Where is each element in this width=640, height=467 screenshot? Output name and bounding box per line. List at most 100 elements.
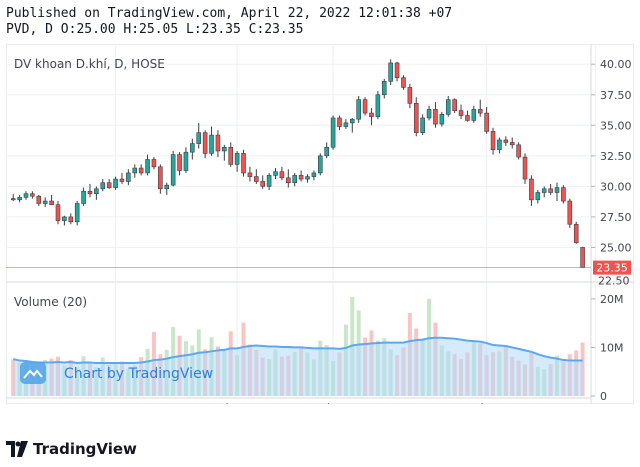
price-tick-label: 27.50 — [600, 211, 632, 224]
candle-body — [567, 200, 573, 225]
candle-body — [113, 178, 118, 188]
candle-body — [413, 103, 419, 133]
tradingview-logo[interactable]: TradingView — [6, 438, 137, 460]
candle-body — [234, 153, 240, 165]
candle-body — [433, 109, 438, 125]
candle-body — [439, 114, 445, 125]
candle-body — [452, 99, 457, 111]
candle-body — [407, 87, 413, 104]
price-pane — [10, 59, 585, 268]
last-price-tag: 23.35 22.50 — [593, 260, 631, 288]
candle-body — [529, 178, 534, 201]
candle-body — [164, 184, 170, 190]
watermark: Chart by TradingView — [20, 362, 213, 384]
candle-body — [286, 177, 291, 184]
candle-body — [190, 143, 195, 153]
price-tick-label: 35.00 — [600, 119, 632, 132]
partial-tick-label: 22.50 — [598, 275, 630, 288]
candle-body — [561, 187, 566, 202]
time-tick-label: 21 — [588, 402, 602, 404]
published-info: Published on TradingView.com, April 22, … — [6, 6, 453, 21]
time-tick-label: Tháng 3 — [310, 402, 356, 404]
candle-body — [151, 159, 157, 168]
time-tick-label: 2022 — [100, 402, 131, 404]
candle-body — [458, 110, 464, 116]
candle-body — [81, 190, 86, 204]
candle-body — [106, 182, 112, 188]
candle-body — [337, 117, 342, 127]
candle-body — [318, 155, 323, 174]
tradingview-logo-icon — [6, 441, 28, 457]
candle-body — [138, 167, 144, 174]
candle-body — [55, 204, 61, 221]
time-tick-label: Tháng Hai — [208, 402, 265, 404]
candle-body — [484, 112, 489, 132]
candle-body — [279, 171, 285, 179]
candle-body — [170, 154, 176, 186]
candle-body — [477, 109, 483, 114]
candle-body — [36, 195, 42, 204]
candle-body — [10, 198, 16, 201]
candle-body — [516, 144, 521, 158]
watermark-text: Chart by TradingView — [64, 366, 213, 382]
volume-pane — [11, 296, 585, 396]
price-tick-label: 37.50 — [600, 89, 632, 102]
candle-body — [62, 216, 67, 221]
candle-body — [145, 159, 150, 174]
candle-body — [23, 193, 29, 198]
candle-body — [126, 172, 131, 182]
volume-tick-label: 20M — [600, 293, 624, 306]
candle-body — [580, 247, 585, 268]
candle-body — [503, 139, 509, 143]
candle-body — [535, 192, 541, 201]
grid-lines — [6, 44, 634, 404]
candle-body — [362, 99, 368, 114]
candle-body — [420, 117, 425, 133]
candle-body — [228, 146, 234, 165]
candle-body — [292, 175, 297, 184]
candle-body — [196, 132, 202, 144]
candle-body — [100, 182, 106, 190]
candle-body — [497, 139, 502, 151]
candle-body — [401, 77, 406, 88]
candle-body — [241, 153, 246, 174]
candle-body — [554, 187, 560, 193]
candle-body — [119, 178, 125, 182]
chart-canvas[interactable]: 40.00 37.50 35.00 32.50 30.00 27.50 25.00 20M 10… — [5, 43, 635, 415]
candle-body — [158, 166, 163, 190]
volume-ma-line — [12, 336, 583, 364]
candle-body — [324, 146, 329, 157]
candle-body — [548, 188, 553, 193]
brand-name: TradingView — [33, 440, 137, 458]
volume-ma-area — [13, 337, 583, 396]
candle-body — [177, 154, 182, 171]
candle-body — [202, 132, 208, 154]
symbol-legend: DV khoan D.khí, D, HOSE — [14, 57, 165, 71]
candle-body — [381, 81, 387, 96]
candle-body — [254, 176, 259, 182]
candle-body — [426, 109, 432, 119]
candle-body — [132, 167, 138, 174]
candle-body — [222, 146, 227, 152]
candle-body — [349, 118, 355, 124]
ohlc-info: PVD, D O:25.00 H:25.05 L:23.35 C:23.35 — [6, 22, 304, 37]
candle-body — [17, 197, 22, 201]
candle-body — [74, 203, 80, 223]
volume-legend: Volume (20) — [14, 295, 87, 309]
candle-body — [465, 115, 470, 121]
candle-body — [87, 190, 93, 195]
chart-area[interactable]: 40.00 37.50 35.00 32.50 30.00 27.50 25.00 20M 10… — [5, 43, 635, 415]
candle-body — [541, 188, 547, 193]
candle-body — [266, 175, 272, 187]
candle-body — [311, 172, 317, 177]
candle-body — [298, 175, 304, 180]
candle-body — [490, 131, 496, 151]
price-tick-label: 30.00 — [600, 180, 632, 193]
candle-body — [394, 62, 400, 78]
time-tick-label: Tháng 4 — [463, 402, 509, 404]
volume-bar — [11, 359, 16, 396]
volume-tick-label: 0 — [600, 390, 607, 403]
candle-body — [215, 134, 221, 152]
watermark-cloud-icon — [23, 369, 43, 379]
candle-body — [375, 94, 381, 118]
